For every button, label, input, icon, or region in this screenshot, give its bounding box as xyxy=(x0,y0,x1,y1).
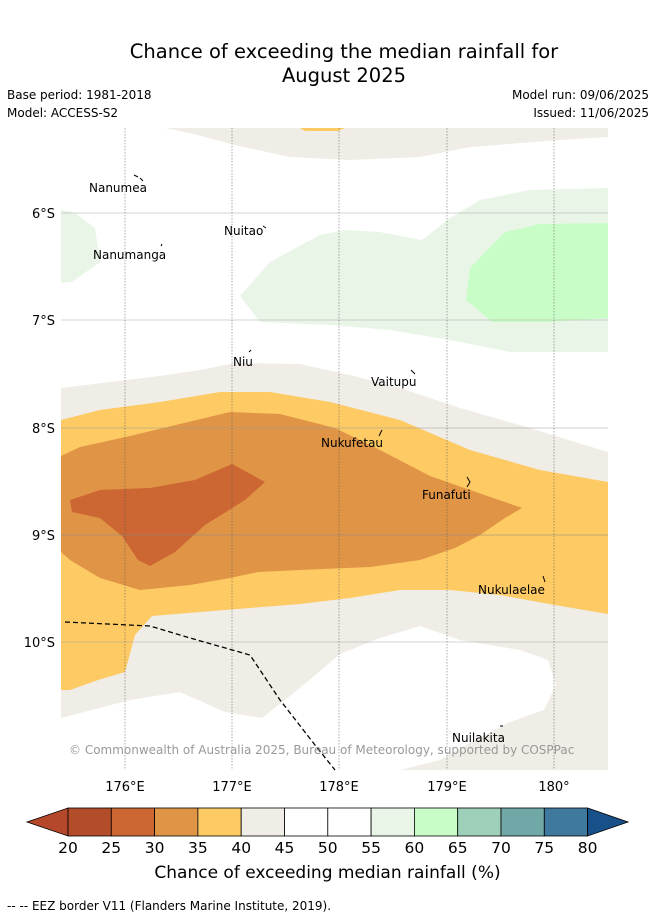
island-shape-nanumanga xyxy=(160,243,163,247)
colorbar-bin-20-25 xyxy=(67,807,112,837)
contour-green-60-65 xyxy=(466,223,608,322)
lat-label-9s: 9°S xyxy=(32,529,55,544)
contour-bottom-white xyxy=(61,626,556,770)
colorbar-extend-high xyxy=(587,807,630,837)
title-line-2: August 2025 xyxy=(281,64,407,87)
colorbar-bin-30-35 xyxy=(154,807,199,837)
colorbar-bin-40-45 xyxy=(240,807,285,837)
colorbar-tick-50: 50 xyxy=(318,839,338,857)
colorbar-tick-25: 25 xyxy=(101,839,121,857)
contour-25-30 xyxy=(70,464,265,566)
lon-label-177: 177°E xyxy=(212,780,252,795)
eez-legend-text: -- EEZ border V11 (Flanders Marine Insti… xyxy=(19,899,332,913)
island-label-nukufetau: Nukufetau xyxy=(321,436,383,450)
island-shapes xyxy=(133,174,546,727)
colorbar xyxy=(25,807,630,837)
lon-label-180: 180° xyxy=(538,780,569,795)
graticule xyxy=(61,128,608,770)
colorbar-bin-55-60 xyxy=(370,807,415,837)
island-label-nanumanga: Nanumanga xyxy=(93,248,166,262)
island-label-nukulaelae: Nukulaelae xyxy=(478,583,545,597)
island-label-nuilakita: Nuilakita xyxy=(452,731,505,745)
colorbar-bin-45-50 xyxy=(284,807,329,837)
island-shape-funafuti xyxy=(466,476,471,488)
lon-label-178: 178°E xyxy=(319,780,359,795)
base-period: Base period: 1981-2018 xyxy=(7,88,152,102)
colorbar-tick-80: 80 xyxy=(578,839,598,857)
contour-green-west xyxy=(61,210,100,283)
island-label-nanumea: Nanumea xyxy=(89,181,147,195)
lon-label-176: 176°E xyxy=(105,780,145,795)
colorbar-tick-65: 65 xyxy=(448,839,468,857)
island-label-niu: Niu xyxy=(233,355,253,369)
colorbar-title: Chance of exceeding median rainfall (%) xyxy=(154,863,501,883)
title-line-1: Chance of exceeding the median rainfall … xyxy=(129,40,559,63)
island-shape-nukufetau xyxy=(378,429,383,437)
island-label-nuitao: Nuitao xyxy=(224,224,263,238)
eez-border xyxy=(64,621,336,771)
island-shape-nuitao xyxy=(262,225,267,229)
colorbar-bin-65-70 xyxy=(457,807,502,837)
map-title: Chance of exceeding the median rainfall … xyxy=(0,40,655,88)
eez-legend: -- -- EEZ border V11 (Flanders Marine In… xyxy=(7,899,331,913)
map-figure: Nanumea Nuitao Nanumanga Niu Vaitupu Nuk… xyxy=(24,128,630,857)
copyright-text: © Commonwealth of Australia 2025, Bureau… xyxy=(69,743,574,757)
colorbar-bin-70-75 xyxy=(500,807,545,837)
colorbar-tick-45: 45 xyxy=(275,839,295,857)
colorbar-bin-35-40 xyxy=(197,807,242,837)
colorbar-extend-low xyxy=(25,807,69,837)
lon-label-179: 179°E xyxy=(427,780,467,795)
colorbar-bin-60-65 xyxy=(413,807,459,837)
island-shape-niu xyxy=(248,349,252,353)
colorbar-bin-25-30 xyxy=(110,807,156,837)
island-label-vaitupu: Vaitupu xyxy=(371,375,417,389)
contour-top-35-40 xyxy=(300,128,345,131)
colorbar-tick-35: 35 xyxy=(188,839,208,857)
colorbar-tick-20: 20 xyxy=(58,839,78,857)
lat-label-7s: 7°S xyxy=(32,314,55,329)
model-name: Model: ACCESS-S2 xyxy=(7,106,119,120)
colorbar-tick-30: 30 xyxy=(145,839,165,857)
rainfall-contours xyxy=(61,128,608,770)
colorbar-tick-70: 70 xyxy=(491,839,511,857)
colorbar-tick-75: 75 xyxy=(534,839,554,857)
colorbar-ticks: 20 25 30 35 40 45 50 55 60 65 70 75 80 xyxy=(58,839,597,857)
island-shape-vaitupu xyxy=(410,369,416,375)
eez-legend-dash: -- xyxy=(7,899,16,913)
colorbar-bin-75-80 xyxy=(543,807,588,837)
issued-date: Issued: 11/06/2025 xyxy=(533,106,649,120)
colorbar-tick-40: 40 xyxy=(231,839,251,857)
colorbar-tick-60: 60 xyxy=(405,839,425,857)
island-shape-nanumea xyxy=(133,174,144,182)
model-run: Model run: 09/06/2025 xyxy=(511,88,649,102)
colorbar-bin-50-55 xyxy=(327,807,372,837)
lat-label-6s: 6°S xyxy=(32,207,55,222)
lat-label-10s: 10°S xyxy=(24,636,55,651)
contour-top-40-45 xyxy=(165,128,608,160)
island-shape-nukulaelae xyxy=(542,575,546,583)
colorbar-tick-55: 55 xyxy=(361,839,381,857)
lat-label-8s: 8°S xyxy=(32,422,55,437)
island-label-funafuti: Funafuti xyxy=(422,488,471,502)
